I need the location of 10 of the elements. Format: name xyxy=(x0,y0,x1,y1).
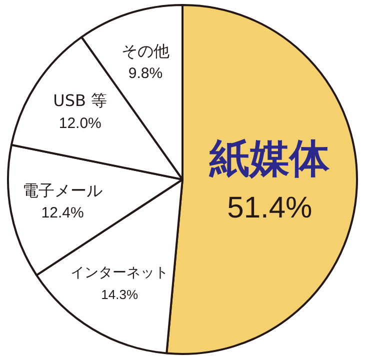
slice-label: USB 等 xyxy=(53,91,108,110)
data-label: 14.3% xyxy=(101,286,138,302)
data-label: 51.4% xyxy=(227,192,312,225)
slice-label: その他 xyxy=(121,41,170,60)
data-label: 12.0% xyxy=(58,115,102,132)
slice-label: インターネット xyxy=(70,264,169,281)
data-label: 9.8% xyxy=(128,65,163,82)
data-label: 12.4% xyxy=(41,204,84,222)
slice-label: 電子メール xyxy=(22,180,103,200)
slice-label: 紙媒体 xyxy=(208,136,331,182)
